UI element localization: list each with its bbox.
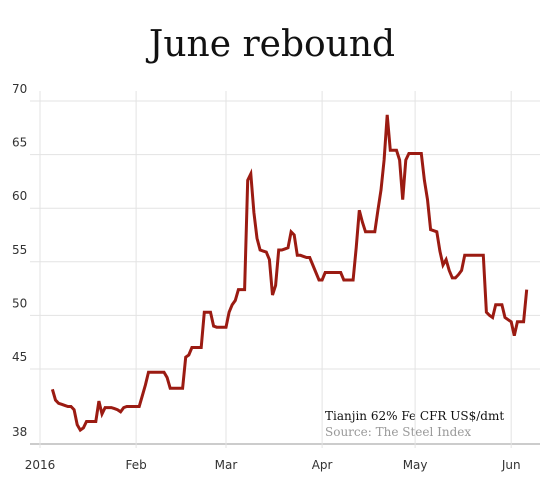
y-tick-label: 60 [12, 189, 27, 203]
price-line [50, 114, 529, 433]
chart-title: June rebound [145, 24, 395, 65]
y-tick-label: 38 [12, 425, 27, 439]
x-tick-label: Apr [312, 458, 333, 472]
y-tick-label: 70 [12, 82, 27, 96]
source: Source: The Steel Index [325, 425, 471, 439]
y-tick-label: 65 [12, 136, 27, 150]
y-tick-label: 50 [12, 296, 27, 310]
x-tick-label: Mar [215, 458, 238, 472]
y-tick-label: 55 [12, 243, 27, 257]
x-tick-label: 2016 [25, 458, 56, 472]
x-tick-label: Feb [125, 458, 146, 472]
y-tick-label: 45 [12, 350, 27, 364]
x-tick-label: Jun [501, 458, 521, 472]
x-tick-label: May [403, 458, 428, 472]
